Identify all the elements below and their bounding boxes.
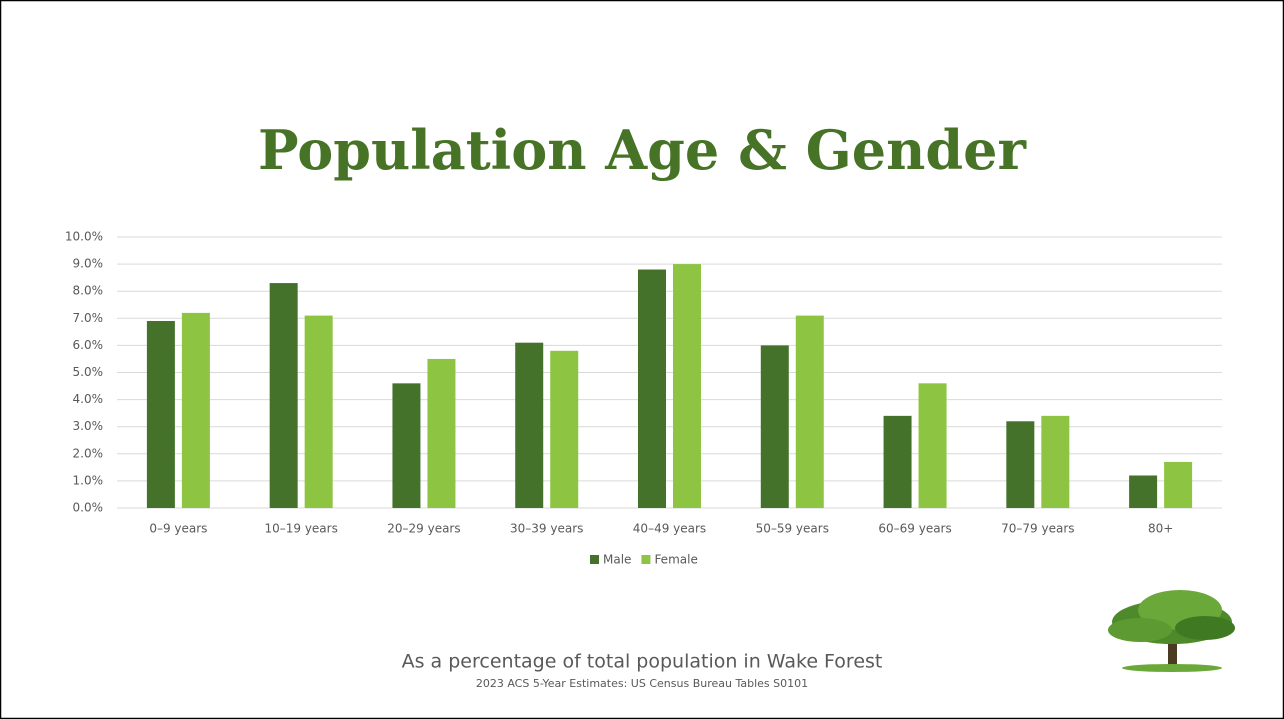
bar <box>795 315 824 508</box>
x-tick-label: 10–19 years <box>264 522 337 536</box>
y-tick-label: 9.0% <box>73 257 104 271</box>
bar <box>883 415 912 508</box>
subtitle: As a percentage of total population in W… <box>402 651 883 673</box>
y-tick-label: 5.0% <box>73 365 104 379</box>
bar <box>515 342 544 508</box>
tree-logo <box>1108 590 1235 672</box>
bar <box>269 283 298 508</box>
bar <box>1006 421 1035 508</box>
x-tick-label: 20–29 years <box>387 522 460 536</box>
y-tick-label: 8.0% <box>73 284 104 298</box>
bar <box>1129 475 1158 508</box>
source: 2023 ACS 5-Year Estimates: US Census Bur… <box>476 677 808 690</box>
x-tick-label: 40–49 years <box>633 522 706 536</box>
y-tick-label: 0.0% <box>73 501 104 515</box>
bar <box>550 350 579 508</box>
x-tick-label: 60–69 years <box>878 522 951 536</box>
y-tick-label: 1.0% <box>73 473 104 487</box>
legend-label: Female <box>654 553 697 567</box>
y-tick-label: 2.0% <box>73 446 104 460</box>
legend-label: Male <box>603 553 631 567</box>
bar <box>392 383 421 508</box>
bar <box>146 321 175 508</box>
bar <box>638 269 666 508</box>
legend-swatch <box>641 555 651 564</box>
x-tick-label: 30–39 years <box>510 522 583 536</box>
chart-title: Population Age & Gender <box>258 118 1026 182</box>
y-tick-label: 7.0% <box>73 311 104 325</box>
bar <box>304 315 333 508</box>
bar <box>918 383 947 508</box>
x-tick-label: 0–9 years <box>149 522 207 536</box>
x-tick-label: 70–79 years <box>1001 522 1074 536</box>
y-tick-label: 4.0% <box>73 392 104 406</box>
x-tick-label: 80+ <box>1148 522 1173 536</box>
y-tick-label: 10.0% <box>65 230 103 244</box>
x-tick-label: 50–59 years <box>756 522 829 536</box>
y-tick-label: 3.0% <box>73 419 104 433</box>
legend-swatch <box>590 555 599 564</box>
bar <box>760 345 789 508</box>
y-tick-label: 6.0% <box>73 338 104 352</box>
bar <box>427 358 456 508</box>
bar <box>181 312 210 508</box>
bar <box>1164 461 1193 508</box>
bar <box>1041 415 1070 508</box>
bar <box>673 264 701 508</box>
